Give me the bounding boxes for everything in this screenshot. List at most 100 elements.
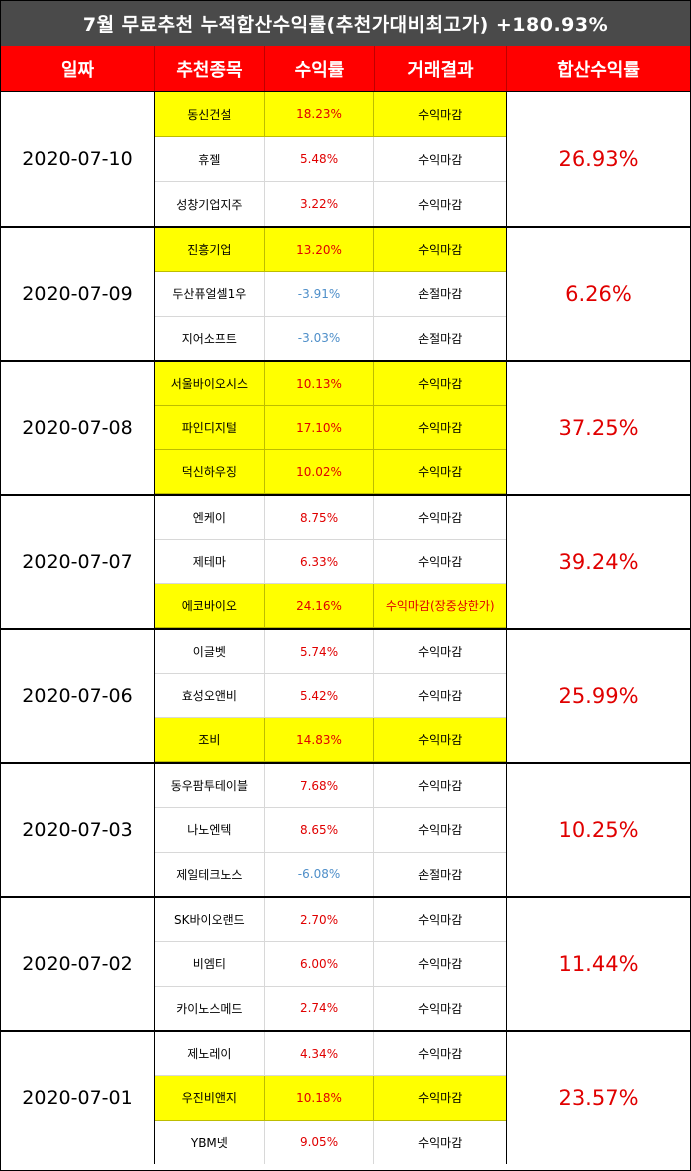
- table-row: 비엠티 6.00% 수익마감: [155, 942, 506, 987]
- date-group: 2020-07-06 이글벳 5.74% 수익마감 효성오앤비 5.42% 수익마감 조비 14…: [1, 628, 690, 762]
- stock-name: 제노레이: [155, 1032, 265, 1076]
- total-return: 25.99%: [558, 684, 639, 708]
- stock-name: YBM넷: [155, 1120, 265, 1164]
- trade-result: 수익마감: [374, 718, 506, 761]
- header-stock: 추천종목: [155, 46, 265, 91]
- header-return: 수익률: [265, 46, 375, 91]
- table-row: 효성오앤비 5.42% 수익마감: [155, 674, 506, 718]
- stock-name: 진흥기업: [155, 228, 265, 272]
- stock-name: 비엠티: [155, 942, 265, 986]
- stock-return: 5.42%: [265, 674, 375, 717]
- stock-return: 5.74%: [265, 630, 375, 673]
- date-cell: 2020-07-08: [1, 362, 155, 494]
- total-return: 37.25%: [558, 416, 639, 440]
- stock-name: 효성오앤비: [155, 674, 265, 717]
- stock-rows: SK바이오랜드 2.70% 수익마감 비엠티 6.00% 수익마감 카이노스메드 2.74% 수…: [155, 898, 507, 1030]
- stock-return: 8.75%: [265, 496, 375, 539]
- trade-result: 수익마감: [374, 362, 506, 405]
- stock-name: 덕신하우징: [155, 450, 265, 493]
- table-row: 조비 14.83% 수익마감: [155, 718, 506, 762]
- stock-rows: 이글벳 5.74% 수익마감 효성오앤비 5.42% 수익마감 조비 14.83% 수익마감: [155, 630, 507, 762]
- trade-result: 수익마감: [418, 1001, 463, 1016]
- trade-result: 수익마감: [418, 197, 463, 212]
- table-row: 우진비앤지 10.18% 수익마감: [155, 1076, 506, 1121]
- total-return: 26.93%: [558, 147, 639, 171]
- stock-return: 10.02%: [264, 450, 375, 493]
- date-group: 2020-07-01 제노레이 4.34% 수익마감 우진비앤지 10.18% 수익마감 YB…: [1, 1030, 690, 1164]
- table-row: 카이노스메드 2.74% 수익마감: [155, 986, 506, 1030]
- stock-name: 휴젤: [155, 137, 265, 181]
- date-cell: 2020-07-01: [1, 1032, 155, 1164]
- trade-result: 수익마감: [418, 1047, 463, 1062]
- stock-return: 4.34%: [265, 1032, 375, 1076]
- stock-return: 13.20%: [264, 228, 375, 272]
- stock-rows: 서울바이오시스 10.13% 수익마감 파인디지털 17.10% 수익마감 덕신하우징 10.…: [155, 362, 507, 494]
- table-row: 휴젤 5.48% 수익마감: [155, 137, 506, 182]
- stock-name: 제테마: [155, 540, 265, 583]
- stock-rows: 엔케이 8.75% 수익마감 제테마 6.33% 수익마감 에코바이오 24.16% 수익마감(…: [155, 496, 507, 628]
- header-result: 거래결과: [375, 46, 507, 91]
- table-row: 덕신하우징 10.02% 수익마감: [155, 450, 506, 494]
- total-return: 11.44%: [558, 952, 639, 976]
- table-row: 제일테크노스 -6.08% 손절마감: [155, 852, 506, 896]
- table-row: 두산퓨얼셀1우 -3.91% 손절마감: [155, 272, 506, 317]
- stock-return: 3.22%: [265, 182, 375, 226]
- trade-result: 손절마감: [418, 287, 463, 302]
- stock-return: 5.48%: [265, 137, 375, 181]
- stock-name: 동신건설: [155, 92, 265, 136]
- stock-name: 동우팜투테이블: [155, 764, 265, 808]
- date-group: 2020-07-03 동우팜투테이블 7.68% 수익마감 나노엔텍 8.65% 수익마감 제…: [1, 762, 690, 896]
- stock-name: 서울바이오시스: [155, 362, 265, 405]
- trade-result: 수익마감: [418, 913, 463, 928]
- table-row: 성창기업지주 3.22% 수익마감: [155, 182, 506, 226]
- stock-return: 10.18%: [264, 1076, 375, 1120]
- table-body: 2020-07-10 동신건설 18.23% 수익마감 휴젤 5.48% 수익마감 성창기업지…: [1, 91, 690, 1164]
- table-row: 이글벳 5.74% 수익마감: [155, 630, 506, 674]
- date-group: 2020-07-07 엔케이 8.75% 수익마감 제테마 6.33% 수익마감 에코바이오 2…: [1, 494, 690, 628]
- date-group: 2020-07-02 SK바이오랜드 2.70% 수익마감 비엠티 6.00% 수익마감 카이…: [1, 896, 690, 1030]
- stock-return: -6.08%: [265, 852, 375, 896]
- total-return: 23.57%: [558, 1086, 639, 1110]
- date-cell: 2020-07-09: [1, 228, 155, 360]
- table-row: 에코바이오 24.16% 수익마감(장중상한가): [155, 584, 506, 628]
- table-row: YBM넷 9.05% 수익마감: [155, 1120, 506, 1164]
- table-row: 나노엔텍 8.65% 수익마감: [155, 808, 506, 853]
- stock-name: 성창기업지주: [155, 182, 265, 226]
- trade-result: 수익마감: [418, 689, 463, 703]
- page-title: 7월 무료추천 누적합산수익률(추천가대비최고가) +180.93%: [1, 1, 690, 46]
- stock-return: 24.16%: [264, 584, 375, 627]
- stock-rows: 동우팜투테이블 7.68% 수익마감 나노엔텍 8.65% 수익마감 제일테크노스 -6.08…: [155, 764, 507, 896]
- header-total: 합산수익률: [557, 59, 640, 81]
- total-return: 10.25%: [558, 818, 639, 842]
- trade-result: 수익마감: [418, 645, 463, 659]
- table-row: 서울바이오시스 10.13% 수익마감: [155, 362, 506, 406]
- stock-rows: 진흥기업 13.20% 수익마감 두산퓨얼셀1우 -3.91% 손절마감 지어소프트 -3.0…: [155, 228, 507, 360]
- trade-result: 손절마감: [418, 331, 463, 346]
- table-row: 파인디지털 17.10% 수익마감: [155, 406, 506, 450]
- trade-result: 수익마감: [418, 823, 463, 838]
- stock-name: 우진비앤지: [155, 1076, 265, 1120]
- stock-return: 6.00%: [265, 942, 375, 986]
- table-header: 일짜 추천종목 수익률 거래결과 합산수익률: [1, 46, 690, 91]
- trade-result: 수익마감: [374, 228, 506, 272]
- stock-return: 7.68%: [265, 764, 375, 808]
- table-row: 진흥기업 13.20% 수익마감: [155, 228, 506, 273]
- header-date: 일짜: [1, 46, 155, 91]
- total-return: 6.26%: [565, 282, 632, 306]
- stock-return: 2.70%: [265, 898, 375, 942]
- trade-result: 수익마감: [418, 957, 463, 972]
- stock-name: 지어소프트: [155, 316, 265, 360]
- trade-result: 수익마감: [418, 152, 463, 167]
- date-group: 2020-07-09 진흥기업 13.20% 수익마감 두산퓨얼셀1우 -3.91% 손절마…: [1, 226, 690, 360]
- trade-result: 수익마감: [374, 406, 506, 449]
- table-row: 동우팜투테이블 7.68% 수익마감: [155, 764, 506, 809]
- stock-return: 8.65%: [265, 808, 375, 852]
- table-row: SK바이오랜드 2.70% 수익마감: [155, 898, 506, 943]
- stock-return: 18.23%: [264, 92, 375, 136]
- table-row: 엔케이 8.75% 수익마감: [155, 496, 506, 540]
- trade-result: 수익마감: [418, 779, 463, 794]
- date-group: 2020-07-08 서울바이오시스 10.13% 수익마감 파인디지털 17.10% 수익…: [1, 360, 690, 494]
- total-return: 39.24%: [558, 550, 639, 574]
- trade-result: 수익마감: [418, 1135, 463, 1150]
- stock-name: 에코바이오: [155, 584, 265, 627]
